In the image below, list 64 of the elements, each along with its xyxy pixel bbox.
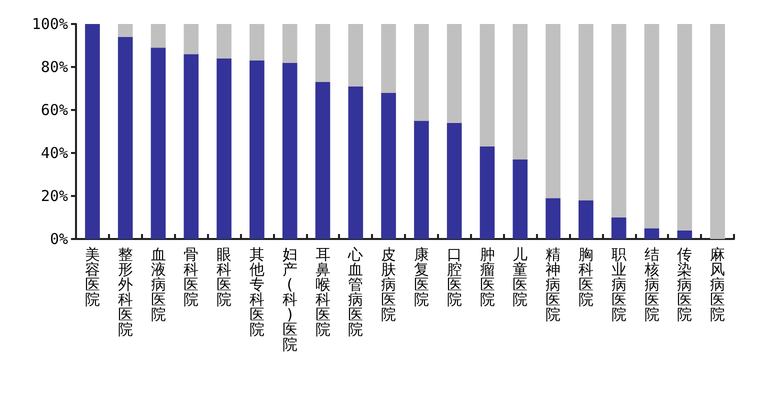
bar xyxy=(512,159,528,239)
x-tick-label: 口腔医院 xyxy=(446,246,462,308)
x-tick-label: 眼科医院 xyxy=(216,246,232,308)
bar xyxy=(315,24,330,82)
bar xyxy=(85,24,100,239)
y-tick-label: 80% xyxy=(40,58,68,76)
x-tick-label: 康复医院 xyxy=(414,246,429,308)
bar xyxy=(216,58,232,239)
bar xyxy=(578,200,594,239)
x-tick-label: 胸科医院 xyxy=(578,246,594,308)
y-tick-label: 40% xyxy=(40,144,68,162)
x-tick-label: 骨科医院 xyxy=(184,246,199,308)
y-tick-label: 20% xyxy=(40,187,68,205)
bar xyxy=(381,24,396,93)
bar xyxy=(644,24,660,228)
x-tick-label: 传染病医院 xyxy=(677,246,692,324)
bar xyxy=(414,120,429,239)
bar xyxy=(480,24,495,147)
bar xyxy=(512,24,528,160)
x-tick-label: 精神病医院 xyxy=(546,246,561,324)
bar xyxy=(611,24,626,218)
bar xyxy=(150,24,166,48)
x-tick-label: 职业病医院 xyxy=(611,246,626,324)
bar xyxy=(118,24,133,37)
y-tick-label: 0% xyxy=(50,230,68,248)
bar xyxy=(184,24,199,54)
bar xyxy=(216,24,232,58)
bar xyxy=(546,24,560,198)
x-tick-label: 肿瘤医院 xyxy=(480,246,495,308)
bar xyxy=(546,198,560,239)
bar xyxy=(414,24,429,121)
bar xyxy=(150,48,166,239)
y-tick-label: 100% xyxy=(32,15,68,33)
bar xyxy=(644,228,660,239)
x-tick-label: 心血管病医院 xyxy=(347,246,364,338)
x-tick-label: 皮肤病医院 xyxy=(381,246,396,324)
bar xyxy=(348,86,364,239)
bar xyxy=(446,122,462,239)
x-tick-label: 儿童医院 xyxy=(512,246,528,308)
x-tick-label: 血液病医院 xyxy=(150,246,166,324)
bar xyxy=(480,146,495,239)
bar xyxy=(250,24,264,61)
bar xyxy=(446,24,462,123)
x-tick-label: 美容医院 xyxy=(84,246,100,308)
y-tick-label: 60% xyxy=(40,101,68,119)
x-tick-label: 整形外科医院 xyxy=(118,246,133,338)
bar xyxy=(118,36,133,239)
bar xyxy=(282,24,298,63)
x-tick-label: 结核病医院 xyxy=(643,246,660,324)
x-tick-label: 其他专科医院 xyxy=(249,246,264,338)
bar xyxy=(381,92,396,239)
bar xyxy=(677,24,692,230)
bar xyxy=(348,24,364,86)
bar xyxy=(611,218,626,239)
bar xyxy=(677,230,692,239)
x-tick-label: 耳鼻喉科医院 xyxy=(315,246,330,338)
bar xyxy=(710,24,725,239)
bar xyxy=(578,24,594,200)
bar xyxy=(250,60,264,239)
x-tick-label: 麻风病医院 xyxy=(710,246,726,324)
bar xyxy=(282,62,298,239)
bar xyxy=(184,54,199,239)
x-tick-label: 妇产(科)医院 xyxy=(282,246,298,354)
bar xyxy=(315,82,330,239)
